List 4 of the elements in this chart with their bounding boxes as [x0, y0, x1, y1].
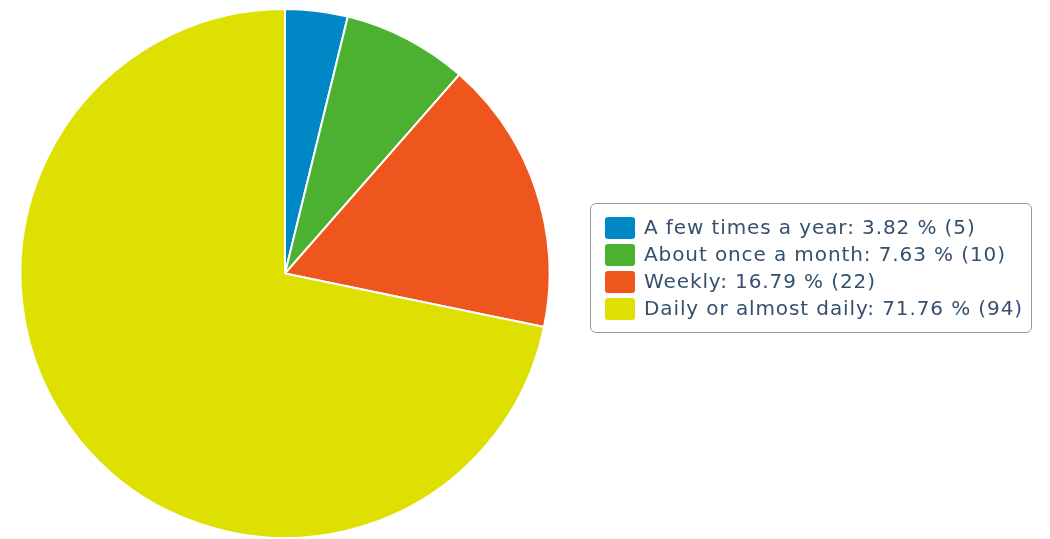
legend-label: About once a month: 7.63 % (10)	[644, 241, 1006, 268]
legend-label: A few times a year: 3.82 % (5)	[644, 214, 976, 241]
legend-label: Daily or almost daily: 71.76 % (94)	[644, 295, 1023, 322]
legend-label: Weekly: 16.79 % (22)	[644, 268, 876, 295]
